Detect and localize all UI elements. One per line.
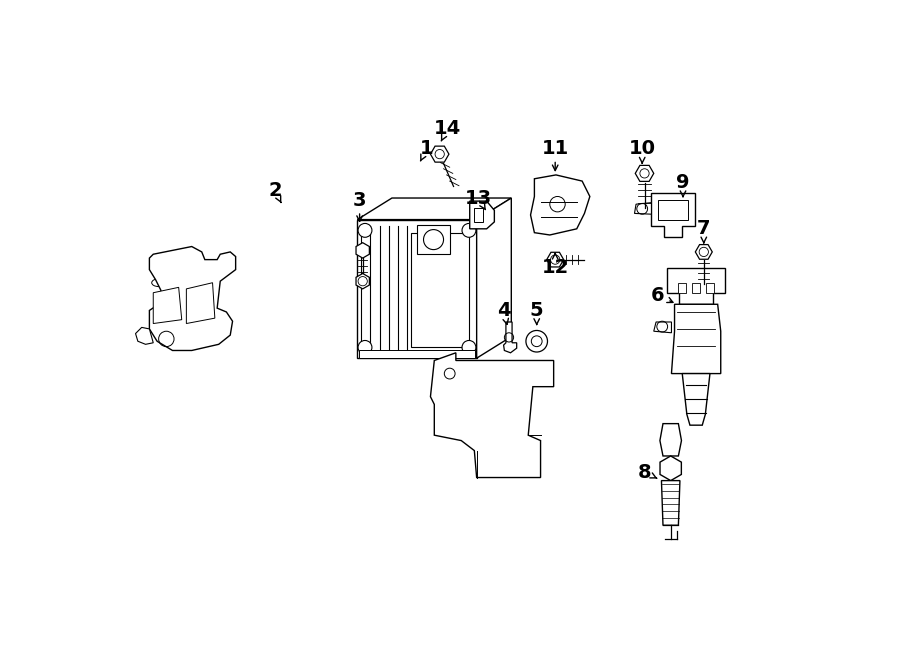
Text: 3: 3 [353,191,366,210]
Circle shape [358,340,372,354]
Polygon shape [356,243,369,258]
Polygon shape [530,175,590,235]
Text: 13: 13 [464,189,491,207]
Text: 14: 14 [434,119,461,138]
Circle shape [462,224,476,237]
Text: 4: 4 [497,301,510,320]
Polygon shape [504,322,517,353]
Polygon shape [430,353,554,477]
Polygon shape [662,481,680,525]
Polygon shape [546,252,563,267]
Text: 8: 8 [638,463,652,482]
Polygon shape [660,456,681,481]
Text: 1: 1 [419,139,434,158]
Polygon shape [653,322,671,333]
Text: 5: 5 [530,301,544,320]
Polygon shape [682,373,710,425]
Polygon shape [667,268,725,305]
Circle shape [424,230,444,250]
Text: 2: 2 [268,181,282,200]
Polygon shape [186,283,215,324]
Circle shape [526,330,547,352]
Circle shape [358,224,372,237]
Bar [418,225,450,254]
Text: 10: 10 [629,139,656,158]
Polygon shape [356,273,369,289]
Polygon shape [357,198,511,220]
Bar [359,350,475,358]
Polygon shape [671,305,721,373]
Polygon shape [635,166,653,181]
Polygon shape [634,203,652,214]
Polygon shape [477,198,511,358]
Text: 7: 7 [698,219,711,238]
Polygon shape [470,201,494,229]
Text: 11: 11 [542,139,569,158]
Bar [679,283,686,293]
Bar [692,283,700,293]
Text: 12: 12 [542,258,569,277]
Text: 6: 6 [651,285,664,305]
Polygon shape [660,424,681,456]
Bar [706,283,714,293]
Bar [473,208,482,222]
Polygon shape [357,220,477,358]
Polygon shape [149,246,236,350]
Text: 9: 9 [676,173,689,192]
Polygon shape [136,328,153,344]
Polygon shape [153,287,182,324]
Bar [658,201,688,220]
Polygon shape [430,146,449,162]
Polygon shape [652,193,695,236]
Circle shape [462,340,476,354]
Polygon shape [696,244,712,260]
Bar [411,232,469,347]
